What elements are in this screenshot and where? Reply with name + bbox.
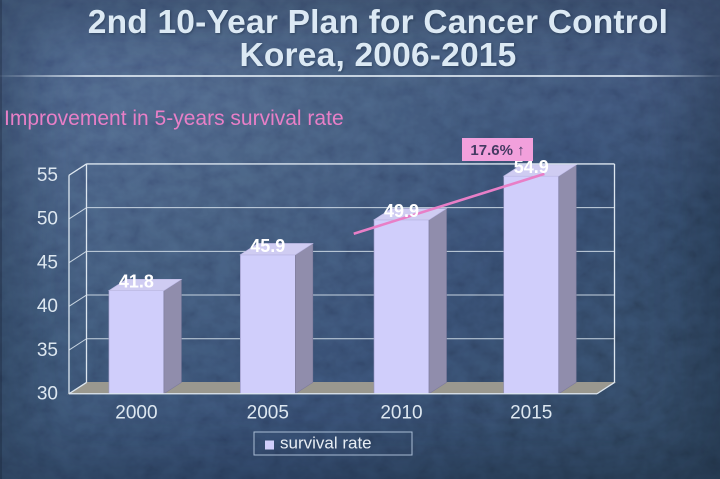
svg-text:45.9: 45.9 (250, 236, 285, 256)
svg-text:2010: 2010 (380, 403, 422, 424)
svg-text:2000: 2000 (115, 403, 157, 424)
svg-text:survival rate: survival rate (280, 434, 372, 453)
svg-text:49.9: 49.9 (384, 201, 419, 221)
svg-text:45: 45 (37, 252, 58, 273)
svg-text:41.8: 41.8 (119, 272, 154, 292)
svg-text:50: 50 (37, 209, 58, 230)
svg-text:2015: 2015 (510, 403, 552, 424)
svg-text:55: 55 (37, 165, 58, 186)
svg-text:17.6% ↑: 17.6% ↑ (470, 142, 524, 159)
svg-text:35: 35 (37, 340, 58, 361)
svg-text:30: 30 (37, 384, 58, 405)
svg-text:40: 40 (37, 296, 58, 317)
svg-text:2005: 2005 (247, 403, 289, 424)
